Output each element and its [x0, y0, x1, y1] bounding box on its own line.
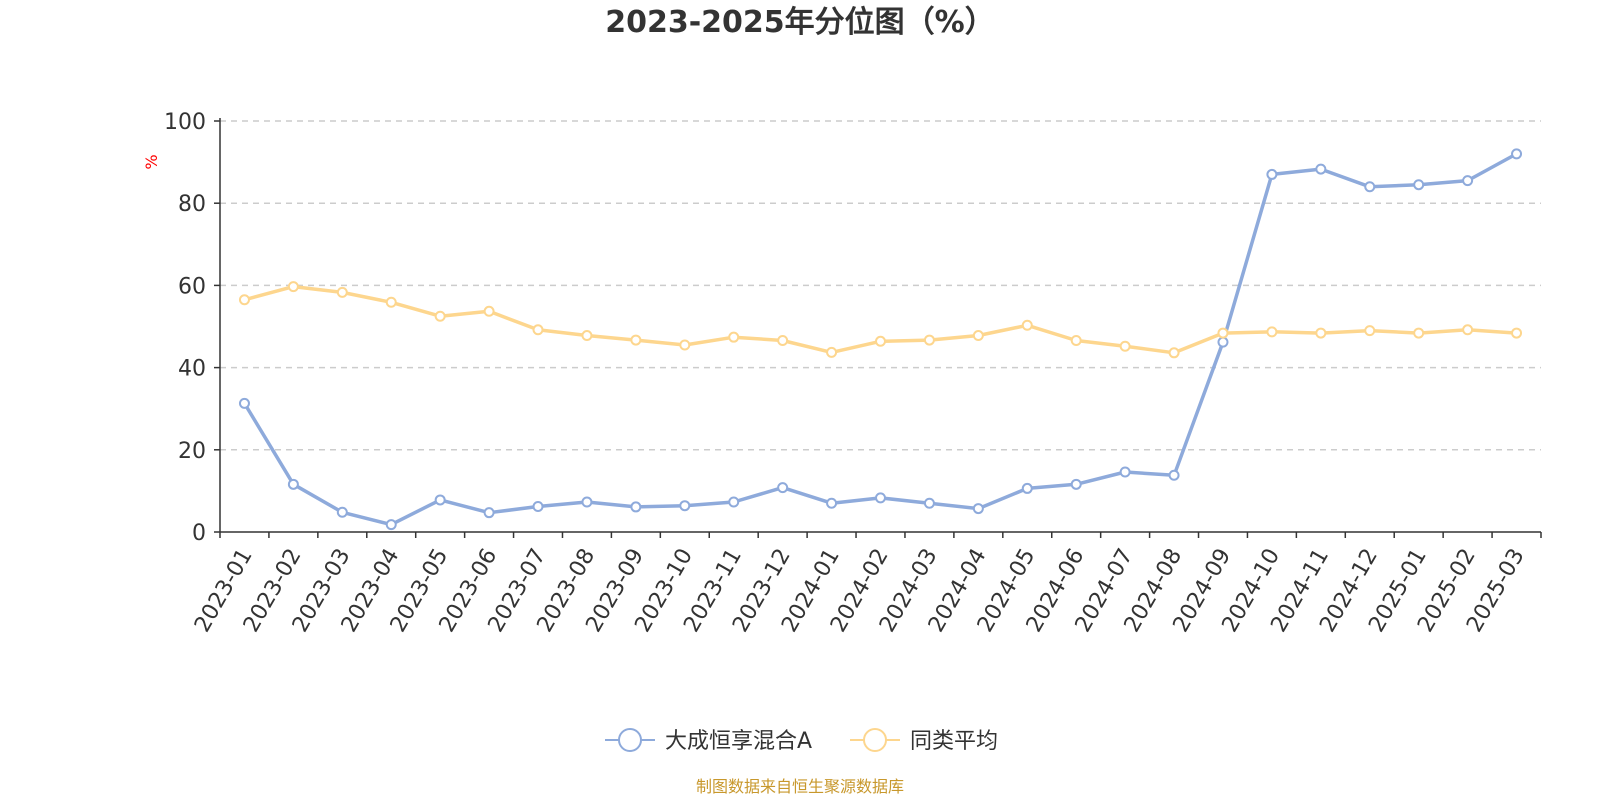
- data-point[interactable]: [581, 330, 593, 342]
- series-layer: [238, 148, 1523, 531]
- data-point[interactable]: [826, 497, 838, 509]
- y-axis: 0 20 40 60 80 100: [164, 110, 221, 546]
- data-point[interactable]: [1217, 336, 1229, 348]
- data-point[interactable]: [1364, 325, 1376, 337]
- y-axis-unit-label: %: [142, 154, 161, 169]
- data-point[interactable]: [434, 494, 446, 506]
- y-tick-label: 0: [192, 521, 206, 546]
- data-point[interactable]: [1266, 326, 1278, 338]
- data-point[interactable]: [1021, 482, 1033, 494]
- legend: 大成恒享混合A 同类平均: [605, 728, 998, 754]
- data-point[interactable]: [1070, 334, 1082, 346]
- legend-label: 同类平均: [910, 729, 998, 754]
- data-point[interactable]: [483, 507, 495, 519]
- legend-label: 大成恒享混合A: [665, 729, 812, 754]
- data-point[interactable]: [875, 335, 886, 347]
- data-point[interactable]: [728, 331, 740, 343]
- y-tick-label: 40: [178, 357, 206, 382]
- data-point[interactable]: [826, 346, 838, 358]
- data-point[interactable]: [972, 330, 984, 342]
- x-axis: 2023-012023-022023-032023-042023-052023-…: [190, 531, 1542, 637]
- data-point[interactable]: [581, 496, 593, 508]
- data-point[interactable]: [532, 324, 544, 336]
- data-point[interactable]: [238, 397, 250, 409]
- legend-item-1[interactable]: 大成恒享混合A: [605, 728, 812, 754]
- data-point[interactable]: [1315, 327, 1327, 339]
- y-tick-label: 100: [164, 110, 206, 135]
- data-point[interactable]: [385, 519, 397, 531]
- data-point[interactable]: [630, 501, 642, 513]
- data-point[interactable]: [679, 339, 691, 351]
- data-point[interactable]: [287, 478, 299, 490]
- data-point[interactable]: [532, 501, 544, 513]
- data-point[interactable]: [238, 294, 250, 306]
- y-tick-label: 80: [178, 192, 206, 217]
- data-point[interactable]: [728, 496, 740, 508]
- grid-lines: [220, 120, 1541, 451]
- data-point[interactable]: [1119, 340, 1131, 352]
- data-point[interactable]: [1364, 181, 1376, 193]
- data-point[interactable]: [777, 482, 789, 494]
- data-point[interactable]: [923, 497, 935, 509]
- source-note: 制图数据来自恒生聚源数据库: [696, 777, 904, 796]
- data-point[interactable]: [336, 286, 348, 298]
- data-point[interactable]: [1413, 179, 1425, 191]
- data-point[interactable]: [630, 334, 642, 346]
- data-point[interactable]: [1217, 327, 1229, 339]
- series-2: [238, 281, 1523, 359]
- data-point[interactable]: [336, 506, 348, 518]
- data-point[interactable]: [1511, 148, 1523, 160]
- data-point[interactable]: [923, 334, 935, 346]
- data-point[interactable]: [483, 305, 495, 317]
- data-point[interactable]: [385, 296, 397, 308]
- data-point[interactable]: [1021, 319, 1033, 331]
- data-point[interactable]: [1266, 168, 1278, 180]
- data-point[interactable]: [1511, 327, 1523, 339]
- data-point[interactable]: [1462, 175, 1474, 187]
- chart-title: 2023-2025年分位图（%）: [605, 5, 995, 40]
- data-point[interactable]: [1119, 466, 1131, 478]
- data-point[interactable]: [1462, 324, 1474, 336]
- data-point[interactable]: [434, 310, 446, 322]
- data-point[interactable]: [1070, 478, 1082, 490]
- data-point[interactable]: [777, 334, 789, 346]
- data-point[interactable]: [1168, 347, 1180, 359]
- legend-marker: [863, 728, 887, 752]
- series-1: [238, 148, 1523, 531]
- data-point[interactable]: [972, 503, 984, 515]
- y-tick-label: 60: [178, 274, 206, 299]
- data-point[interactable]: [1413, 327, 1425, 339]
- data-point[interactable]: [1168, 469, 1180, 481]
- legend-marker: [618, 728, 642, 752]
- y-tick-label: 20: [178, 439, 206, 464]
- data-point[interactable]: [287, 281, 299, 293]
- data-point[interactable]: [875, 492, 886, 504]
- legend-item-2[interactable]: 同类平均: [850, 728, 998, 754]
- data-point[interactable]: [679, 500, 691, 512]
- data-point[interactable]: [1315, 163, 1327, 175]
